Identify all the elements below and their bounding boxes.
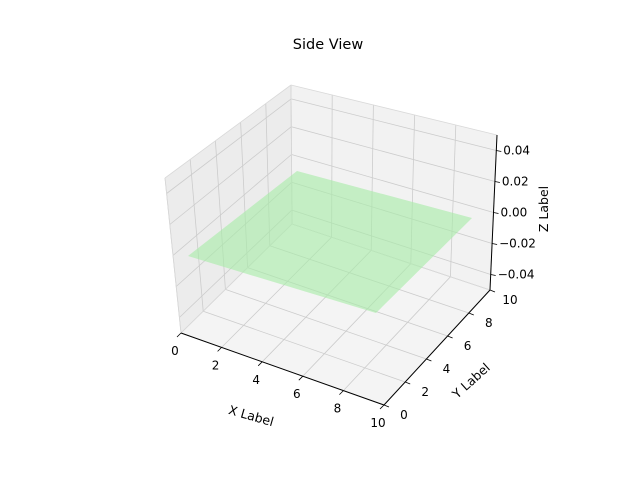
- surface-plane: [188, 171, 472, 313]
- y-axis-label: Y Label: [448, 360, 492, 402]
- x-tick: [217, 347, 222, 352]
- pane-edge: [290, 84, 498, 136]
- z-grid-back: [291, 98, 497, 151]
- y-tick: [426, 358, 432, 362]
- x-grid-floor: [343, 276, 451, 391]
- x-tick: [298, 375, 304, 381]
- z-tick-label: −0.02: [499, 237, 536, 251]
- x-tick-label: 2: [212, 358, 220, 372]
- z-tick: [493, 212, 499, 214]
- y-tick: [405, 381, 411, 385]
- x-tick: [379, 404, 385, 410]
- z-tick-label: −0.04: [498, 268, 535, 282]
- y-tick-label: 0: [400, 408, 408, 422]
- z-grid-left: [169, 126, 292, 225]
- z-tick: [490, 274, 496, 276]
- y-tick: [468, 312, 474, 316]
- z-tick-label: 0.00: [501, 206, 528, 220]
- y-tick-label: 2: [421, 385, 429, 399]
- left-pane: [165, 85, 292, 333]
- x-tick: [176, 332, 182, 338]
- x-axis-label: X Label: [227, 402, 276, 429]
- x-tick: [257, 361, 263, 367]
- y-tick-label: 6: [464, 339, 472, 353]
- y-tick-label: 4: [443, 362, 451, 376]
- y-tick-label: 8: [485, 316, 493, 330]
- z-tick: [494, 181, 500, 183]
- x-tick-label: 6: [293, 387, 301, 401]
- y-grid-floor: [225, 289, 427, 360]
- x-axis-line: [180, 332, 385, 406]
- z-grid-back: [291, 154, 494, 213]
- y-axis-line: [383, 289, 491, 406]
- z-tick: [492, 243, 498, 245]
- pane-edge: [164, 84, 292, 179]
- chart-title: Side View: [293, 37, 364, 53]
- pane-edge: [164, 177, 182, 334]
- x-tick-label: 8: [334, 402, 342, 416]
- y-tick: [447, 335, 453, 339]
- x-tick: [339, 390, 344, 395]
- z-tick-label: 0.04: [503, 144, 530, 158]
- x-tick-label: 0: [171, 344, 179, 358]
- z-tick-label: 0.02: [502, 175, 529, 189]
- y-tick: [489, 289, 496, 293]
- y-grid-floor: [203, 310, 406, 383]
- x-tick-label: 10: [370, 416, 385, 430]
- z-grid-left: [166, 98, 292, 194]
- z-tick: [496, 150, 502, 152]
- y-tick: [383, 404, 390, 408]
- z-grid-left: [172, 154, 292, 256]
- z-grid-back: [291, 126, 496, 182]
- y-tick-label: 10: [502, 293, 517, 307]
- x-tick-label: 4: [252, 373, 260, 387]
- z-axis-label: Z Label: [536, 186, 551, 232]
- tick-marks: [176, 150, 502, 410]
